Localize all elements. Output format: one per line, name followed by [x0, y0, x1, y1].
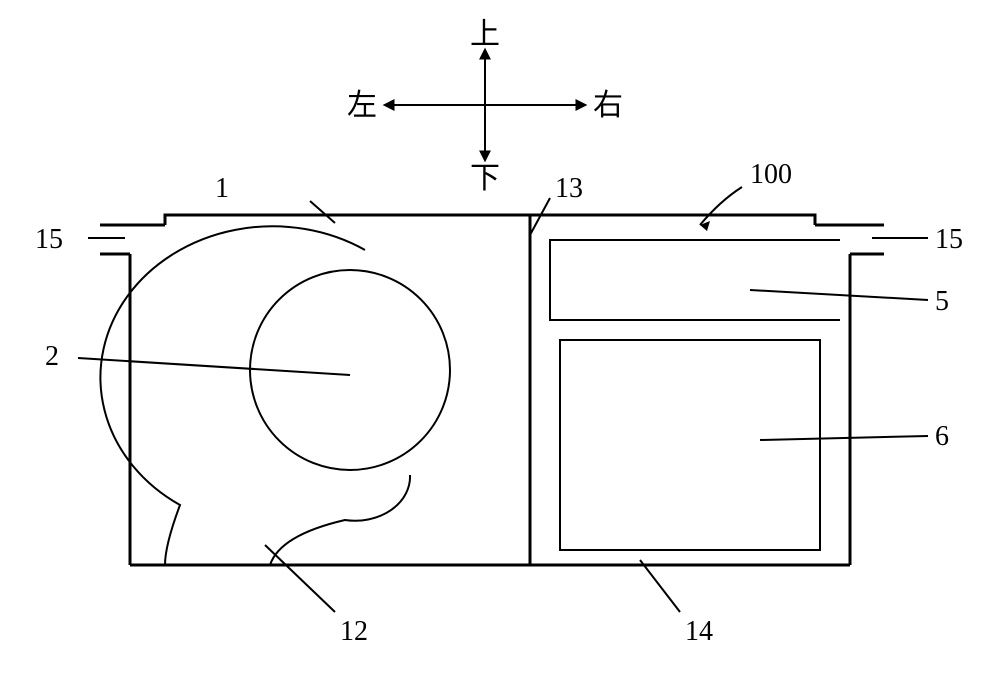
compass-left-label: 左	[347, 89, 377, 122]
callout-2: 2	[45, 341, 59, 372]
callout-12-leader	[265, 545, 335, 612]
callout-2-leader	[78, 358, 350, 375]
box-6	[560, 340, 820, 550]
callout-15-right: 15	[935, 224, 963, 255]
compass	[385, 50, 585, 160]
callout-6-leader	[760, 436, 928, 440]
callout-6: 6	[935, 421, 949, 452]
scroll-volute	[100, 226, 410, 565]
callout-13: 13	[555, 173, 583, 204]
callout-1: 1	[215, 173, 229, 204]
compass-right-label: 右	[593, 89, 623, 122]
callout-5: 5	[935, 286, 949, 317]
callout-15-left: 15	[35, 224, 63, 255]
compass-up-label: 上	[470, 18, 500, 51]
callout-14-leader	[640, 560, 680, 612]
diagram-canvas: 上下 左 右 1 13 100 15 15 2 5 6 12 14	[0, 0, 1000, 676]
callout-5-leader	[750, 290, 928, 300]
housing-outline	[100, 215, 884, 565]
callout-100-leader	[700, 187, 742, 225]
callout-1-leader	[310, 201, 335, 223]
box-5	[550, 240, 840, 320]
callout-14: 14	[685, 616, 713, 647]
compass-down-label: 下	[470, 162, 500, 195]
callout-12: 12	[340, 616, 368, 647]
callout-100: 100	[750, 159, 792, 190]
